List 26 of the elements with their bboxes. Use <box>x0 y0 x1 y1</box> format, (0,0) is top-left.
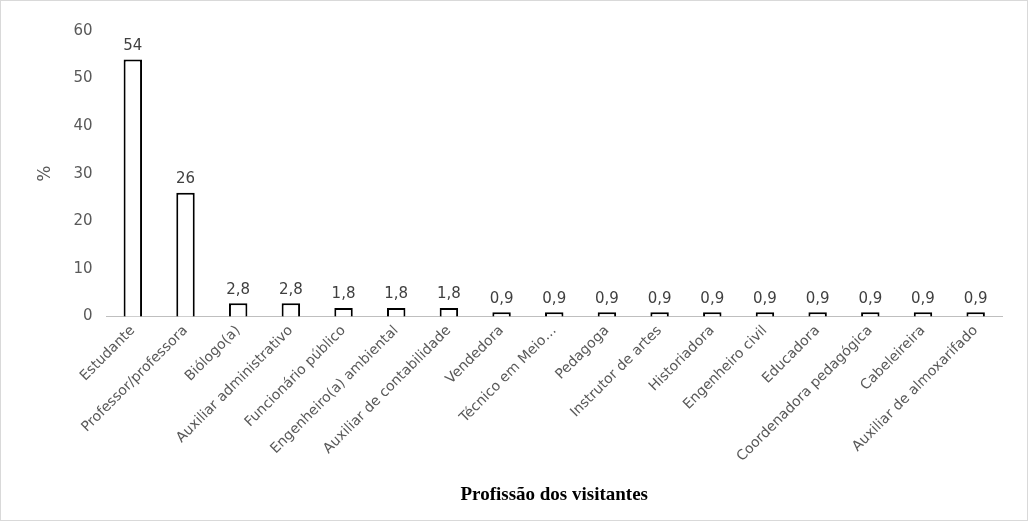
data-label: 54 <box>123 35 143 54</box>
data-label: 0,9 <box>911 288 935 307</box>
y-tick-label: 60 <box>73 20 93 39</box>
y-tick-label: 20 <box>73 211 93 230</box>
y-tick-label: 10 <box>73 258 93 277</box>
data-label: 0,9 <box>963 288 988 307</box>
data-label: 1,8 <box>436 284 461 303</box>
data-label: 26 <box>175 169 196 188</box>
data-label: 2,8 <box>278 279 303 298</box>
data-label: 0,9 <box>489 288 514 307</box>
data-label: 1,8 <box>331 284 356 303</box>
data-label: 0,9 <box>594 288 619 307</box>
y-tick-label: 40 <box>73 116 93 135</box>
data-label: 0,9 <box>647 288 672 307</box>
y-tick-label: 50 <box>73 68 93 87</box>
data-label: 0,9 <box>542 288 567 307</box>
x-axis-title: Profissão dos visitantes <box>460 482 649 504</box>
data-label: 0,9 <box>700 288 725 307</box>
data-label: 2,8 <box>226 279 251 298</box>
y-axis-title: % <box>33 165 54 182</box>
data-label: 0,9 <box>858 288 883 307</box>
data-label: 0,9 <box>805 288 830 307</box>
y-tick-label: 30 <box>73 163 93 182</box>
data-label: 0,9 <box>753 288 777 307</box>
y-tick-label: 0 <box>82 306 93 325</box>
data-label: 1,8 <box>384 284 409 303</box>
